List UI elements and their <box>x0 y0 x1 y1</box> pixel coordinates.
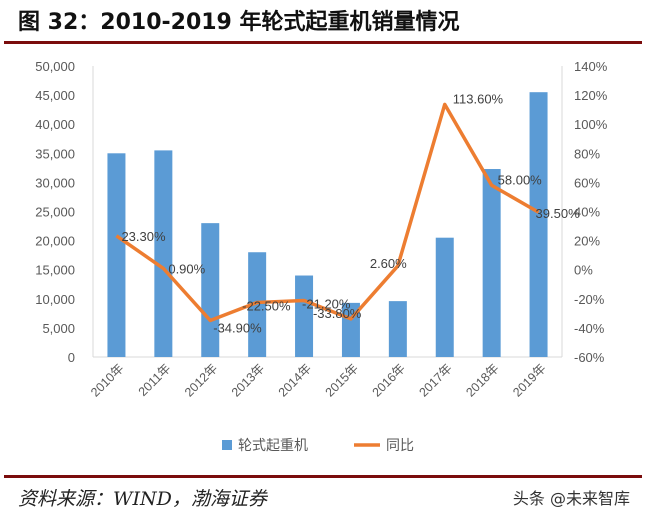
watermark: 头条 @未来智库 <box>512 489 630 508</box>
left-tick-label: 25,000 <box>35 205 75 220</box>
x-tick-label: 2010年 <box>88 361 126 399</box>
right-tick-label: 60% <box>574 175 600 190</box>
right-tick-label: 80% <box>574 146 600 161</box>
x-tick-label: 2016年 <box>370 361 408 399</box>
x-tick-label: 2013年 <box>229 361 267 399</box>
bar <box>529 92 548 357</box>
bar <box>107 153 126 357</box>
x-tick-label: 2012年 <box>182 361 220 399</box>
right-tick-label: 0% <box>574 263 593 278</box>
data-label: -21.20% <box>302 297 351 312</box>
right-tick-label: -40% <box>574 321 605 336</box>
x-tick-label: 2019年 <box>510 361 548 399</box>
right-tick-label: -20% <box>574 292 605 307</box>
left-tick-label: 15,000 <box>35 263 75 278</box>
left-tick-label: 10,000 <box>35 292 75 307</box>
x-tick-label: 2014年 <box>276 361 314 399</box>
data-label: 113.60% <box>453 91 504 106</box>
source-note: 资料来源：WIND，渤海证券 <box>18 488 267 510</box>
right-tick-label: -60% <box>574 350 605 365</box>
right-tick-label: 40% <box>574 205 600 220</box>
bar <box>435 237 454 357</box>
left-tick-label: 5,000 <box>42 321 75 336</box>
data-label: 0.90% <box>168 261 205 276</box>
x-tick-label: 2017年 <box>416 361 454 399</box>
right-tick-label: 140% <box>574 59 608 74</box>
legend-label-bar: 轮式起重机 <box>238 437 308 453</box>
x-tick-label: 2015年 <box>323 361 361 399</box>
left-tick-label: 40,000 <box>35 117 75 132</box>
left-tick-label: 45,000 <box>35 88 75 103</box>
bar <box>154 150 173 357</box>
right-tick-label: 100% <box>574 117 608 132</box>
bottom-rule <box>4 475 642 478</box>
data-label: -22.50% <box>242 298 291 313</box>
top-rule <box>4 41 642 44</box>
chart: 0 5,000 10,000 15,000 20,000 25,000 30,000 35,0… <box>35 59 608 453</box>
right-tick-label: 20% <box>574 234 600 249</box>
left-tick-label: 50,000 <box>35 59 75 74</box>
data-label: -33.80% <box>313 306 362 321</box>
data-label: -34.90% <box>213 320 262 335</box>
x-tick-label: 2011年 <box>136 361 174 399</box>
bar <box>295 275 314 357</box>
legend-swatch-bar <box>222 440 232 450</box>
left-tick-label: 20,000 <box>35 234 75 249</box>
bar <box>388 301 407 357</box>
left-tick-label: 30,000 <box>35 175 75 190</box>
data-label: 2.60% <box>370 256 407 271</box>
left-tick-label: 35,000 <box>35 146 75 161</box>
legend-label-line: 同比 <box>386 437 414 453</box>
data-label: 39.50% <box>536 206 581 221</box>
bar <box>248 252 267 357</box>
bar <box>201 223 220 357</box>
right-tick-label: 120% <box>574 88 608 103</box>
bar <box>482 169 501 357</box>
x-tick-label: 2018年 <box>463 361 501 399</box>
left-tick-label: 0 <box>68 350 75 365</box>
data-label: 23.30% <box>121 229 166 244</box>
data-label: 58.00% <box>498 172 543 187</box>
figure-title: 图 32：2010-2019 年轮式起重机销量情况 <box>18 10 460 35</box>
yoy-line <box>115 102 540 323</box>
